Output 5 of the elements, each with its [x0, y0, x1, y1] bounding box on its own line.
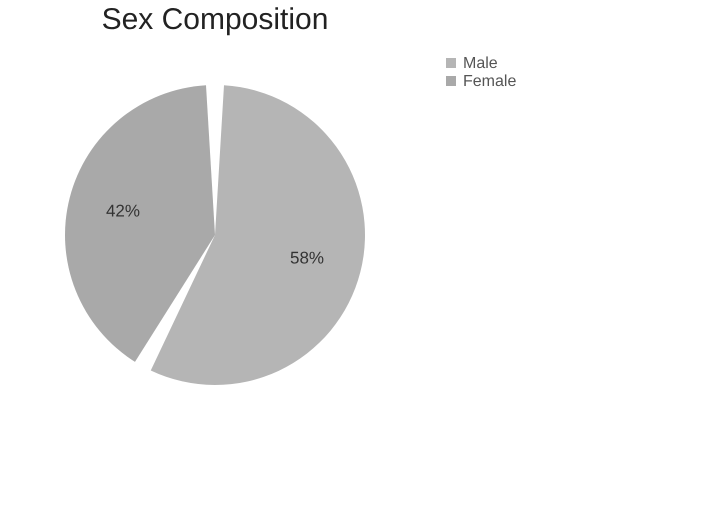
- legend-label: Male: [463, 55, 498, 72]
- data-label: 42%: [106, 201, 140, 220]
- legend-label: Female: [463, 73, 516, 90]
- chart-title: Sex Composition: [102, 3, 328, 36]
- data-label: 58%: [290, 248, 324, 268]
